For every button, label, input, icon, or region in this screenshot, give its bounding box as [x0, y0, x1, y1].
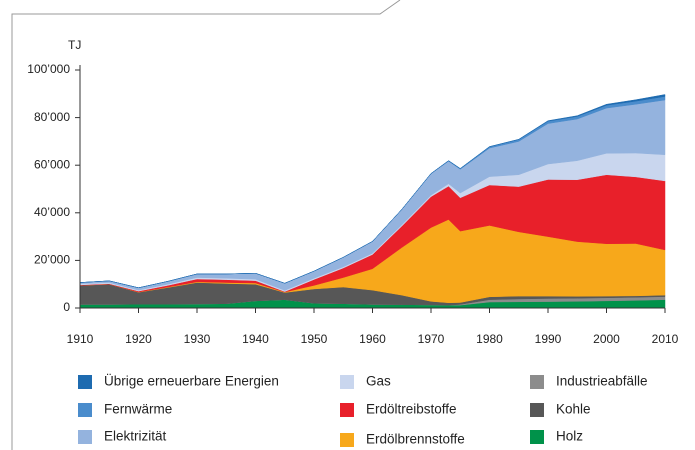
legend-label: Elektrizität — [104, 429, 167, 444]
x-tick-label: 1960 — [359, 332, 386, 346]
legend-label: Kohle — [556, 402, 591, 417]
y-tick-label: 60’000 — [34, 157, 70, 171]
legend-label: Erdölbrennstoffe — [366, 432, 465, 447]
legend-label: Gas — [366, 374, 391, 389]
x-tick-label: 1990 — [535, 332, 562, 346]
y-axis-label: TJ — [68, 38, 81, 52]
x-tick-label: 1910 — [67, 332, 94, 346]
legend-swatch — [530, 375, 544, 389]
legend-swatch — [340, 375, 354, 389]
legend-swatch — [78, 403, 92, 417]
x-tick-label: 1950 — [301, 332, 328, 346]
legend-swatch — [78, 375, 92, 389]
y-tick-label: 80’000 — [34, 110, 70, 124]
legend-swatch — [530, 403, 544, 417]
legend-swatch — [340, 403, 354, 417]
x-tick-label: 1970 — [418, 332, 445, 346]
legend-label: Holz — [556, 429, 583, 444]
area — [79, 94, 666, 289]
y-tick-label: 100’000 — [27, 62, 70, 76]
frame — [11, 0, 401, 450]
x-tick-label: 2000 — [593, 332, 620, 346]
x-tick-label: 1930 — [184, 332, 211, 346]
legend-swatch — [78, 430, 92, 444]
y-tick-label: 40’000 — [34, 205, 70, 219]
x-tick-label: 2010 — [652, 332, 679, 346]
x-tick-label: 1980 — [476, 332, 503, 346]
x-tick-label: 1920 — [125, 332, 152, 346]
legend-swatch — [340, 433, 354, 447]
legend-label: Erdöltreibstoffe — [366, 402, 457, 417]
x-tick-label: 1940 — [242, 332, 269, 346]
legend-label: Industrieabfälle — [556, 374, 648, 389]
y-tick-label: 0 — [63, 300, 70, 314]
legend-label: Übrige erneuerbare Energien — [104, 374, 279, 389]
legend-label: Fernwärme — [104, 402, 172, 417]
legend: Holz Industrieabfälle Kohle Erdölbrennstoff… — [78, 374, 648, 447]
y-tick-label: 20’000 — [34, 253, 70, 267]
legend-swatch — [530, 430, 544, 444]
